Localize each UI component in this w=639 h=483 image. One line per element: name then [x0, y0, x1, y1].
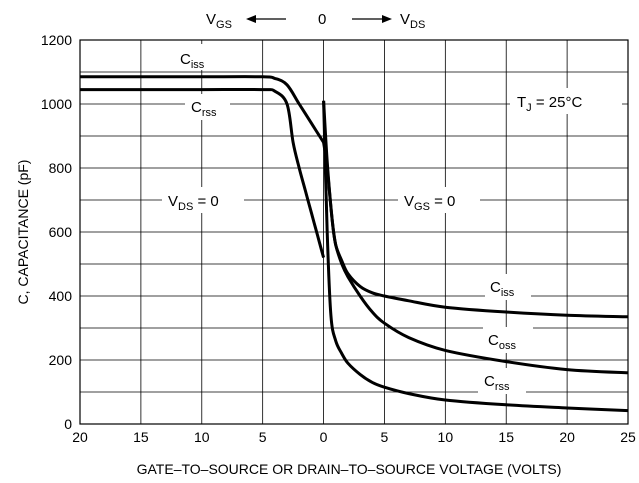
tj-annotation: TJ = 25°C: [517, 94, 582, 114]
curve-labels: Ciss Crss Ciss Coss Crss: [175, 44, 533, 394]
annotations: TJ = 25°C VDS = 0 VGS = 0: [162, 88, 622, 213]
x-tick-label: 20: [559, 429, 575, 445]
y-tick-label: 1000: [41, 96, 72, 112]
label-crss-left: Crss: [191, 99, 217, 119]
y-tick-label: 200: [49, 352, 73, 368]
right-arrowhead: [382, 15, 392, 23]
curve-crss-1: [80, 87, 326, 259]
x-tick-label: 15: [498, 429, 514, 445]
tick-labels: 20 15 10 5 0 5 10 15 20 25 0 200 400 600 800 1000 1200: [41, 32, 636, 445]
label-ciss-left: Ciss: [180, 51, 205, 71]
y-tick-label: 1200: [41, 32, 72, 48]
x-tick-label: 15: [133, 429, 149, 445]
label-crss: Crss: [484, 373, 510, 393]
vds0-annotation: VDS = 0: [168, 193, 219, 213]
curves: [80, 75, 629, 413]
top-vds-label: VDS: [400, 11, 425, 31]
x-tick-label: 5: [381, 429, 389, 445]
y-tick-label: 600: [49, 224, 73, 240]
top-zero-label: 0: [318, 11, 326, 28]
top-vgs-label: VGS: [206, 11, 232, 31]
label-ciss: Ciss: [490, 279, 515, 299]
x-tick-label: 10: [194, 429, 210, 445]
x-axis-title: GATE–TO–SOURCE OR DRAIN–TO–SOURCE VOLTAG…: [137, 461, 562, 477]
x-tick-label: 25: [620, 429, 636, 445]
curve-ciss-0: [80, 75, 325, 144]
x-tick-label: 20: [72, 429, 88, 445]
x-tick-label: 5: [259, 429, 267, 445]
grid: [80, 40, 628, 424]
curve-crss-4: [322, 100, 629, 413]
x-tick-label: 10: [438, 429, 454, 445]
curve-ciss-2: [322, 142, 629, 319]
curve-coss-3: [322, 100, 629, 375]
left-arrowhead: [246, 15, 256, 23]
y-tick-label: 400: [49, 288, 73, 304]
vgs0-annotation: VGS = 0: [404, 193, 455, 213]
y-tick-label: 800: [49, 160, 73, 176]
label-coss: Coss: [488, 332, 516, 352]
x-tick-label: 0: [320, 429, 328, 445]
top-axis-indicator: VGS 0 VDS: [206, 11, 425, 31]
y-axis-title: C, CAPACITANCE (pF): [15, 160, 31, 305]
y-tick-label: 0: [64, 416, 72, 432]
